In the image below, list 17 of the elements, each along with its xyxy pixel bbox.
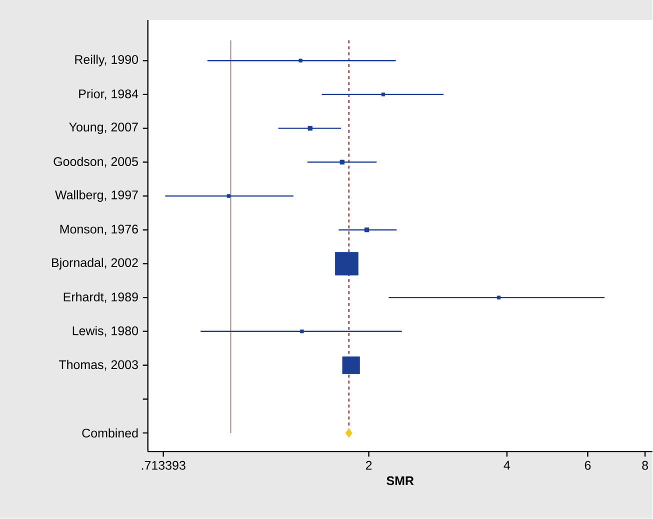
x-tick-label: 4	[504, 461, 510, 470]
x-tick-label: 8	[642, 461, 648, 470]
y-tick-label: Goodson, 2005	[54, 157, 138, 168]
y-tick-label: Prior, 1984	[79, 89, 138, 100]
x-axis-title: SMR	[386, 476, 414, 486]
y-tick-label: Erhardt, 1989	[64, 292, 138, 304]
y-tick-label: Lewis, 1980	[72, 326, 138, 337]
y-tick-label: Reilly, 1990	[75, 55, 138, 67]
y-tick-label: Combined	[82, 428, 138, 438]
x-tick-label: 6	[584, 461, 591, 470]
y-tick-label: Young, 2007	[69, 122, 138, 134]
x-tick-label: 2	[366, 461, 372, 470]
y-tick-label: Thomas, 2003	[58, 360, 138, 371]
x-tick-label: .713393	[142, 461, 186, 470]
y-tick-label: Bjornadal, 2002	[52, 258, 138, 270]
y-tick-label: Monson, 1976	[60, 224, 138, 236]
y-tick-label: Wallberg, 1997	[55, 190, 138, 202]
